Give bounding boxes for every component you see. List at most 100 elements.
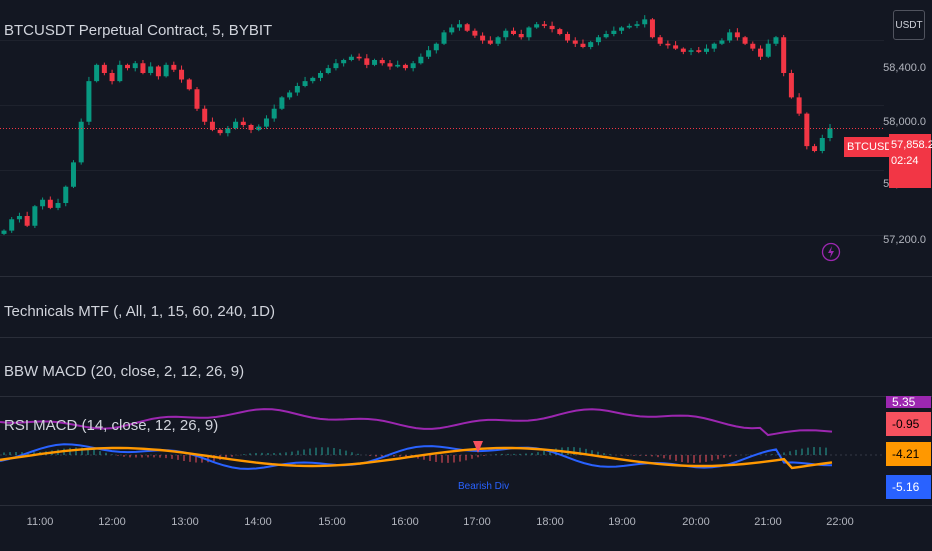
candle <box>217 129 223 134</box>
rsi-macd-plot[interactable] <box>0 397 884 505</box>
candle <box>565 34 571 41</box>
bearish-div-label: Bearish Div <box>458 481 510 492</box>
candle <box>510 30 516 34</box>
bearish-div-marker <box>473 441 483 453</box>
candle <box>40 199 46 207</box>
candle <box>750 43 756 49</box>
candle <box>302 81 308 86</box>
candle <box>1 230 7 234</box>
candle <box>16 216 22 220</box>
last-price: 57,858.2 <box>891 139 932 151</box>
flash-icon[interactable] <box>821 242 841 262</box>
candle <box>526 27 532 38</box>
currency-button[interactable]: USDT <box>893 10 925 40</box>
time-tick: 16:00 <box>391 516 419 528</box>
candle <box>294 86 300 93</box>
time-tick: 15:00 <box>318 516 346 528</box>
candle <box>70 162 76 187</box>
bbw-macd-legend[interactable]: BBW MACD (20, close, 2, 12, 26, 9) <box>4 363 245 380</box>
candle <box>534 24 540 28</box>
rsi-value-label: -0.95 <box>886 412 931 436</box>
candle <box>480 35 486 41</box>
rsi-macd-legend[interactable]: RSI MACD (14, close, 12, 26, 9) <box>4 417 219 434</box>
candle <box>148 66 154 73</box>
time-tick: 13:00 <box>171 516 199 528</box>
candle <box>225 128 231 134</box>
candle <box>109 73 115 82</box>
candle <box>742 37 748 44</box>
candle <box>796 97 802 114</box>
candlestick-chart[interactable] <box>0 0 884 276</box>
time-tick: 18:00 <box>536 516 564 528</box>
candle <box>117 64 123 82</box>
candle <box>495 37 501 44</box>
candle <box>364 58 370 65</box>
candle <box>433 43 439 51</box>
candle <box>318 73 324 78</box>
time-axis[interactable]: 11:00 12:00 13:00 14:00 15:00 16:00 17:0… <box>0 505 932 551</box>
bbw-macd-pane[interactable]: BBW MACD (20, close, 2, 12, 26, 9) <box>0 338 884 396</box>
candle <box>487 40 493 44</box>
candle <box>325 68 331 73</box>
candle <box>240 121 246 125</box>
candle <box>673 45 679 49</box>
candle <box>402 64 408 69</box>
candle <box>263 118 269 127</box>
candle <box>557 29 563 34</box>
candle <box>94 64 100 82</box>
price-tick: 58,400.0 <box>883 62 926 74</box>
rsi-value-label: 5.35 <box>886 396 931 408</box>
candle <box>372 60 378 65</box>
candle <box>279 97 285 109</box>
symbol-legend[interactable]: BTCUSDT Perpetual Contract, 5, BYBIT <box>4 22 273 39</box>
candle <box>657 37 663 44</box>
candle <box>387 63 393 67</box>
candle <box>518 34 524 38</box>
candle <box>680 48 686 52</box>
price-tick: 57,200.0 <box>883 234 926 246</box>
candle <box>418 56 424 64</box>
candle <box>572 40 578 44</box>
candle <box>186 79 192 90</box>
time-tick: 20:00 <box>682 516 710 528</box>
candle <box>696 50 702 52</box>
time-tick: 17:00 <box>463 516 491 528</box>
candle <box>248 125 254 130</box>
candle <box>101 64 107 73</box>
candle <box>812 146 818 151</box>
technicals-legend[interactable]: Technicals MTF (, All, 1, 15, 60, 240, 1… <box>4 303 275 320</box>
candle <box>287 92 293 98</box>
price-pane[interactable]: BTCUSDT Perpetual Contract, 5, BYBIT <box>0 0 884 276</box>
candle <box>356 56 362 59</box>
candle <box>9 219 15 231</box>
candle <box>719 40 725 44</box>
candle <box>449 27 455 33</box>
pane-separator[interactable] <box>0 396 932 397</box>
candle <box>619 27 625 31</box>
candle <box>333 63 339 69</box>
candle <box>441 32 447 44</box>
candle <box>549 25 555 30</box>
candle <box>642 19 648 25</box>
rsi-value-label: -5.16 <box>886 475 931 499</box>
candle <box>47 199 53 208</box>
technicals-pane[interactable]: Technicals MTF (, All, 1, 15, 60, 240, 1… <box>0 277 884 337</box>
candle <box>711 43 717 49</box>
last-price-label: 57,858.2 02:24 <box>889 134 932 188</box>
candle <box>125 64 131 69</box>
candle <box>456 24 462 28</box>
candle <box>781 37 787 73</box>
candle <box>132 63 138 69</box>
candle <box>703 48 709 52</box>
candle <box>163 64 169 77</box>
candle <box>310 77 316 82</box>
pane-separator[interactable] <box>0 276 932 277</box>
candle <box>611 30 617 34</box>
candle <box>727 32 733 41</box>
candle <box>773 37 779 44</box>
rsi-macd-pane[interactable]: RSI MACD (14, close, 12, 26, 9) Bearish … <box>0 397 884 505</box>
pane-separator[interactable] <box>0 337 932 338</box>
candle <box>140 63 146 73</box>
candle <box>202 108 208 122</box>
time-tick: 11:00 <box>26 516 54 528</box>
